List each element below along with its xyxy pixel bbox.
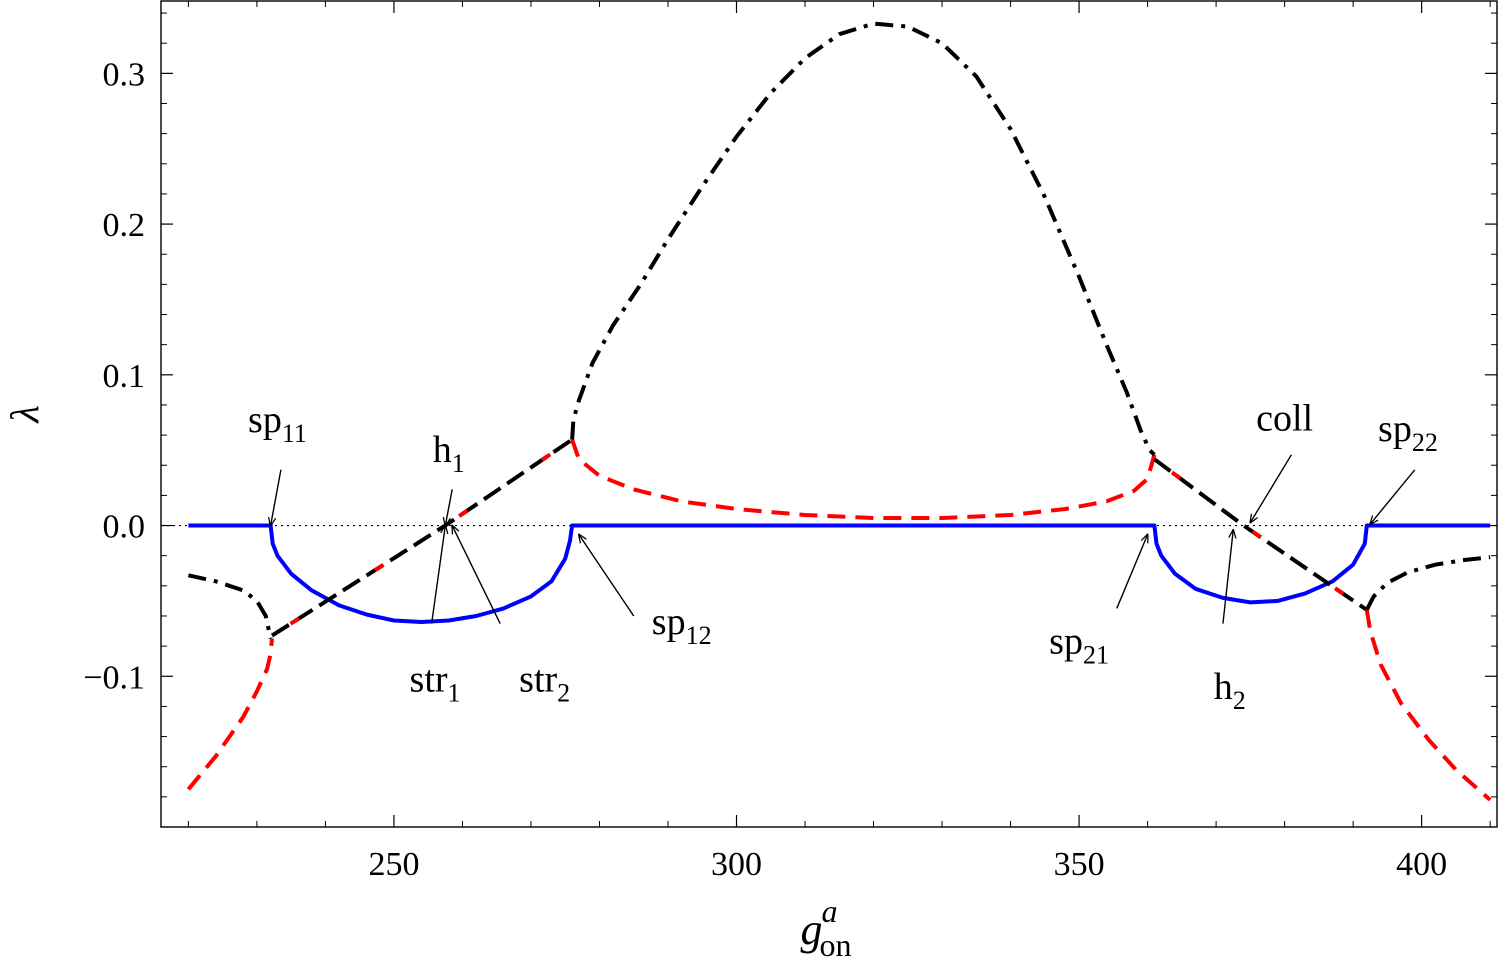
annotation-label: coll (1256, 398, 1313, 440)
annotation-layer: sp11 h1 str1 str2 sp12 sp21 h2 coll sp22 (248, 398, 1438, 715)
annotation-label: sp11 (248, 399, 307, 448)
annotation-label: sp12 (652, 601, 712, 650)
y-tick-label: 0.2 (103, 207, 146, 244)
x-tick-label: 250 (368, 846, 419, 883)
tick-labels: 250 300 350 400 −0.1 0.0 0.1 0.2 0.3 (83, 56, 1447, 883)
annotation-label: sp22 (1378, 408, 1438, 457)
series-line (1153, 457, 1368, 612)
y-tick-label: 0.0 (103, 509, 146, 546)
annotation-arrow (1116, 535, 1148, 609)
x-axis-label-sub: on (820, 927, 852, 957)
axis-ticks (161, 1, 1497, 827)
y-axis-label: λ (2, 405, 47, 423)
x-axis-label-base: g (801, 905, 823, 954)
annotation-arrow (1250, 454, 1293, 523)
x-tick-label: 300 (711, 846, 762, 883)
annotation-label: h1 (433, 429, 465, 478)
series-line (270, 437, 574, 638)
annotation-arrow (445, 489, 453, 525)
series-line (1365, 555, 1491, 611)
series-line (1364, 609, 1492, 802)
annotation-arrow (271, 469, 282, 526)
x-tick-label: 400 (1396, 846, 1447, 883)
annotation-label: str2 (519, 658, 570, 707)
series-line (188, 523, 1491, 624)
annotation-arrow (452, 526, 501, 624)
series-line (187, 573, 273, 640)
annotation-arrow (1370, 469, 1416, 524)
annotation-arrow (1222, 530, 1233, 624)
annotation-label: str1 (410, 658, 461, 707)
annotation-label: h2 (1214, 666, 1246, 715)
series-line (570, 438, 1157, 520)
series-line-overlay (270, 437, 574, 638)
annotation-arrow (579, 535, 635, 617)
y-tick-label: 0.1 (103, 358, 146, 395)
series-line (570, 21, 1156, 457)
y-tick-label: −0.1 (83, 659, 145, 696)
x-axis-label-sup: a (822, 893, 838, 929)
series-line (186, 638, 274, 791)
y-tick-label: 0.3 (103, 56, 146, 93)
x-axis-label: ga on (801, 893, 852, 957)
annotation-label: sp21 (1049, 621, 1109, 670)
plot-frame (160, 0, 1498, 828)
annotation-arrow (430, 526, 446, 624)
series-layer (186, 21, 1492, 802)
x-tick-label: 350 (1054, 846, 1105, 883)
